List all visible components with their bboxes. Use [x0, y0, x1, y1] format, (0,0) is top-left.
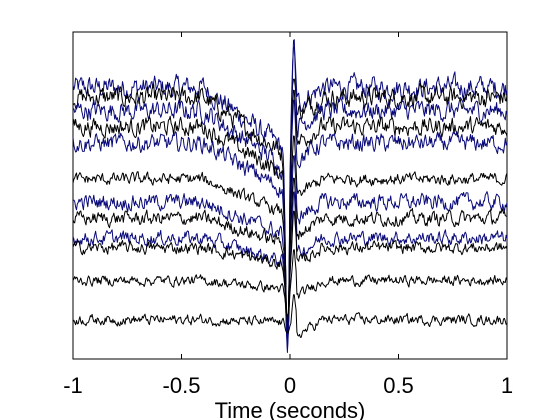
series-line-5 [72, 99, 508, 347]
x-tick-label: -0.5 [163, 373, 201, 398]
x-tick-label: -1 [63, 373, 83, 398]
series-line-6 [72, 135, 508, 327]
series-line-11 [72, 249, 508, 317]
series-line-12 [72, 294, 508, 338]
series-line-10 [72, 210, 508, 321]
x-axis-ticks: -1 -0.5 0 0.5 1 [63, 32, 513, 398]
x-tick-label: 0.5 [383, 373, 414, 398]
series-line-8 [72, 177, 508, 324]
series-group [72, 39, 508, 353]
x-tick-label: 0 [284, 373, 296, 398]
x-axis-label: Time (seconds) [215, 398, 366, 420]
x-tick-label: 1 [501, 373, 513, 398]
